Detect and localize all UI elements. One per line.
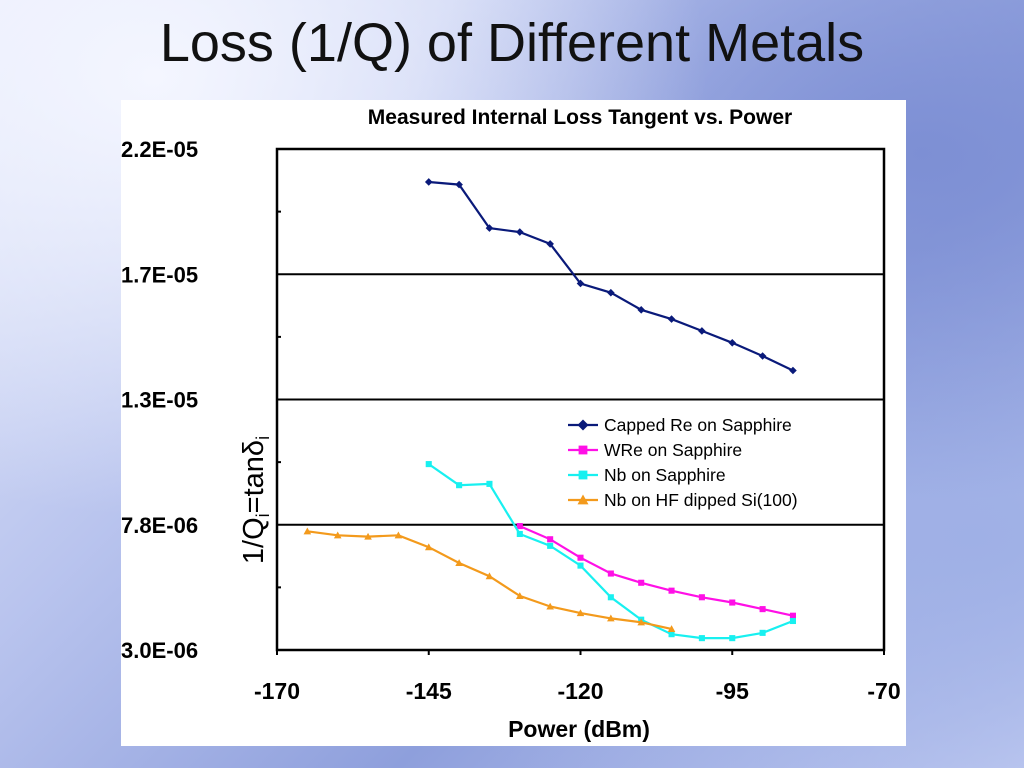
y-tick-label: 7.8E-06 [121,513,198,538]
slide-title: Loss (1/Q) of Different Metals [159,13,865,73]
legend-marker [578,445,588,455]
data-point [516,530,523,538]
data-point [424,178,433,186]
data-point [729,635,736,642]
y-tick-label: 2.2E-05 [121,137,198,162]
data-point [698,594,705,601]
x-tick-label: -145 [406,678,452,704]
y-axis-label-sub1: i [253,513,273,517]
data-point [577,562,584,569]
x-axis-label: Power (dBm) [508,716,650,742]
data-point [728,339,737,347]
data-point [364,532,372,540]
y-tick-labels: 2.2E-05 1.7E-05 1.3E-05 7.8E-06 3.0E-06 [121,137,198,663]
series-3 [303,527,676,632]
legend-label: Nb on Sapphire [604,465,726,485]
chart-title: Measured Internal Loss Tangent vs. Power [368,106,792,129]
data-point [546,602,554,610]
data-point [516,592,524,599]
series-line [307,530,672,630]
series-layer [303,178,797,642]
data-point [638,579,645,586]
data-point [607,288,615,297]
data-point [668,631,675,638]
data-point [516,228,524,236]
x-tick-label: -70 [867,678,900,704]
legend-marker [577,419,589,431]
legend-marker [577,494,589,505]
data-point [576,609,585,617]
x-tick-label: -120 [557,678,603,704]
x-tick-labels: -170 -145 -120 -95 -70 [254,650,901,704]
series-1 [516,523,796,619]
data-point [789,612,796,619]
legend-marker [578,470,588,480]
data-point [486,480,493,487]
data-point [333,531,342,539]
data-point [424,543,433,551]
data-point [485,224,494,232]
series-2 [425,461,796,642]
data-point [607,570,614,577]
legend-label: WRe on Sapphire [604,440,742,460]
data-point [698,635,705,642]
chart-panel: Measured Internal Loss Tangent vs. Power… [121,100,906,746]
data-point [577,554,584,561]
data-point [668,587,675,594]
y-tick-label: 1.3E-05 [121,388,198,413]
chart-legend: Capped Re on Sapphire WRe on Sapphire Nb o… [568,415,798,510]
data-point [425,461,432,468]
data-point [667,315,676,323]
series-line [519,525,794,617]
gridlines [277,273,884,526]
y-tick-label: 1.7E-05 [121,262,198,287]
data-point [759,606,766,613]
y-axis-label-main: 1/Q [238,517,270,564]
loss-tangent-chart: Measured Internal Loss Tangent vs. Power… [121,106,901,742]
legend-label: Capped Re on Sapphire [604,415,792,435]
data-point [394,531,403,539]
y-axis-label-sub2: i [253,436,273,440]
data-point [303,527,312,535]
data-point [729,599,736,606]
data-point [485,572,494,580]
data-point [607,594,614,601]
data-point [455,559,463,567]
x-tick-label: -170 [254,678,300,704]
data-point [789,366,797,375]
y-axis-label: 1/Qi=tanδi [238,436,273,564]
legend-label: Nb on HF dipped Si(100) [604,490,798,510]
data-point [547,542,554,549]
data-point [546,240,554,248]
data-point [547,536,554,543]
y-minor-ticks [277,210,281,589]
series-0 [424,178,797,375]
x-tick-label: -95 [716,678,749,704]
data-point [698,327,706,335]
y-tick-label: 3.0E-06 [121,638,198,663]
data-point [607,614,615,622]
data-point [667,625,676,632]
data-point [759,629,766,636]
data-point [637,618,645,626]
data-point [516,523,523,530]
data-point [758,352,767,360]
data-point [789,617,796,625]
data-point [637,306,645,314]
series-line [428,180,794,372]
data-point [456,482,463,489]
y-axis-label-mid: =tanδ [238,440,270,513]
